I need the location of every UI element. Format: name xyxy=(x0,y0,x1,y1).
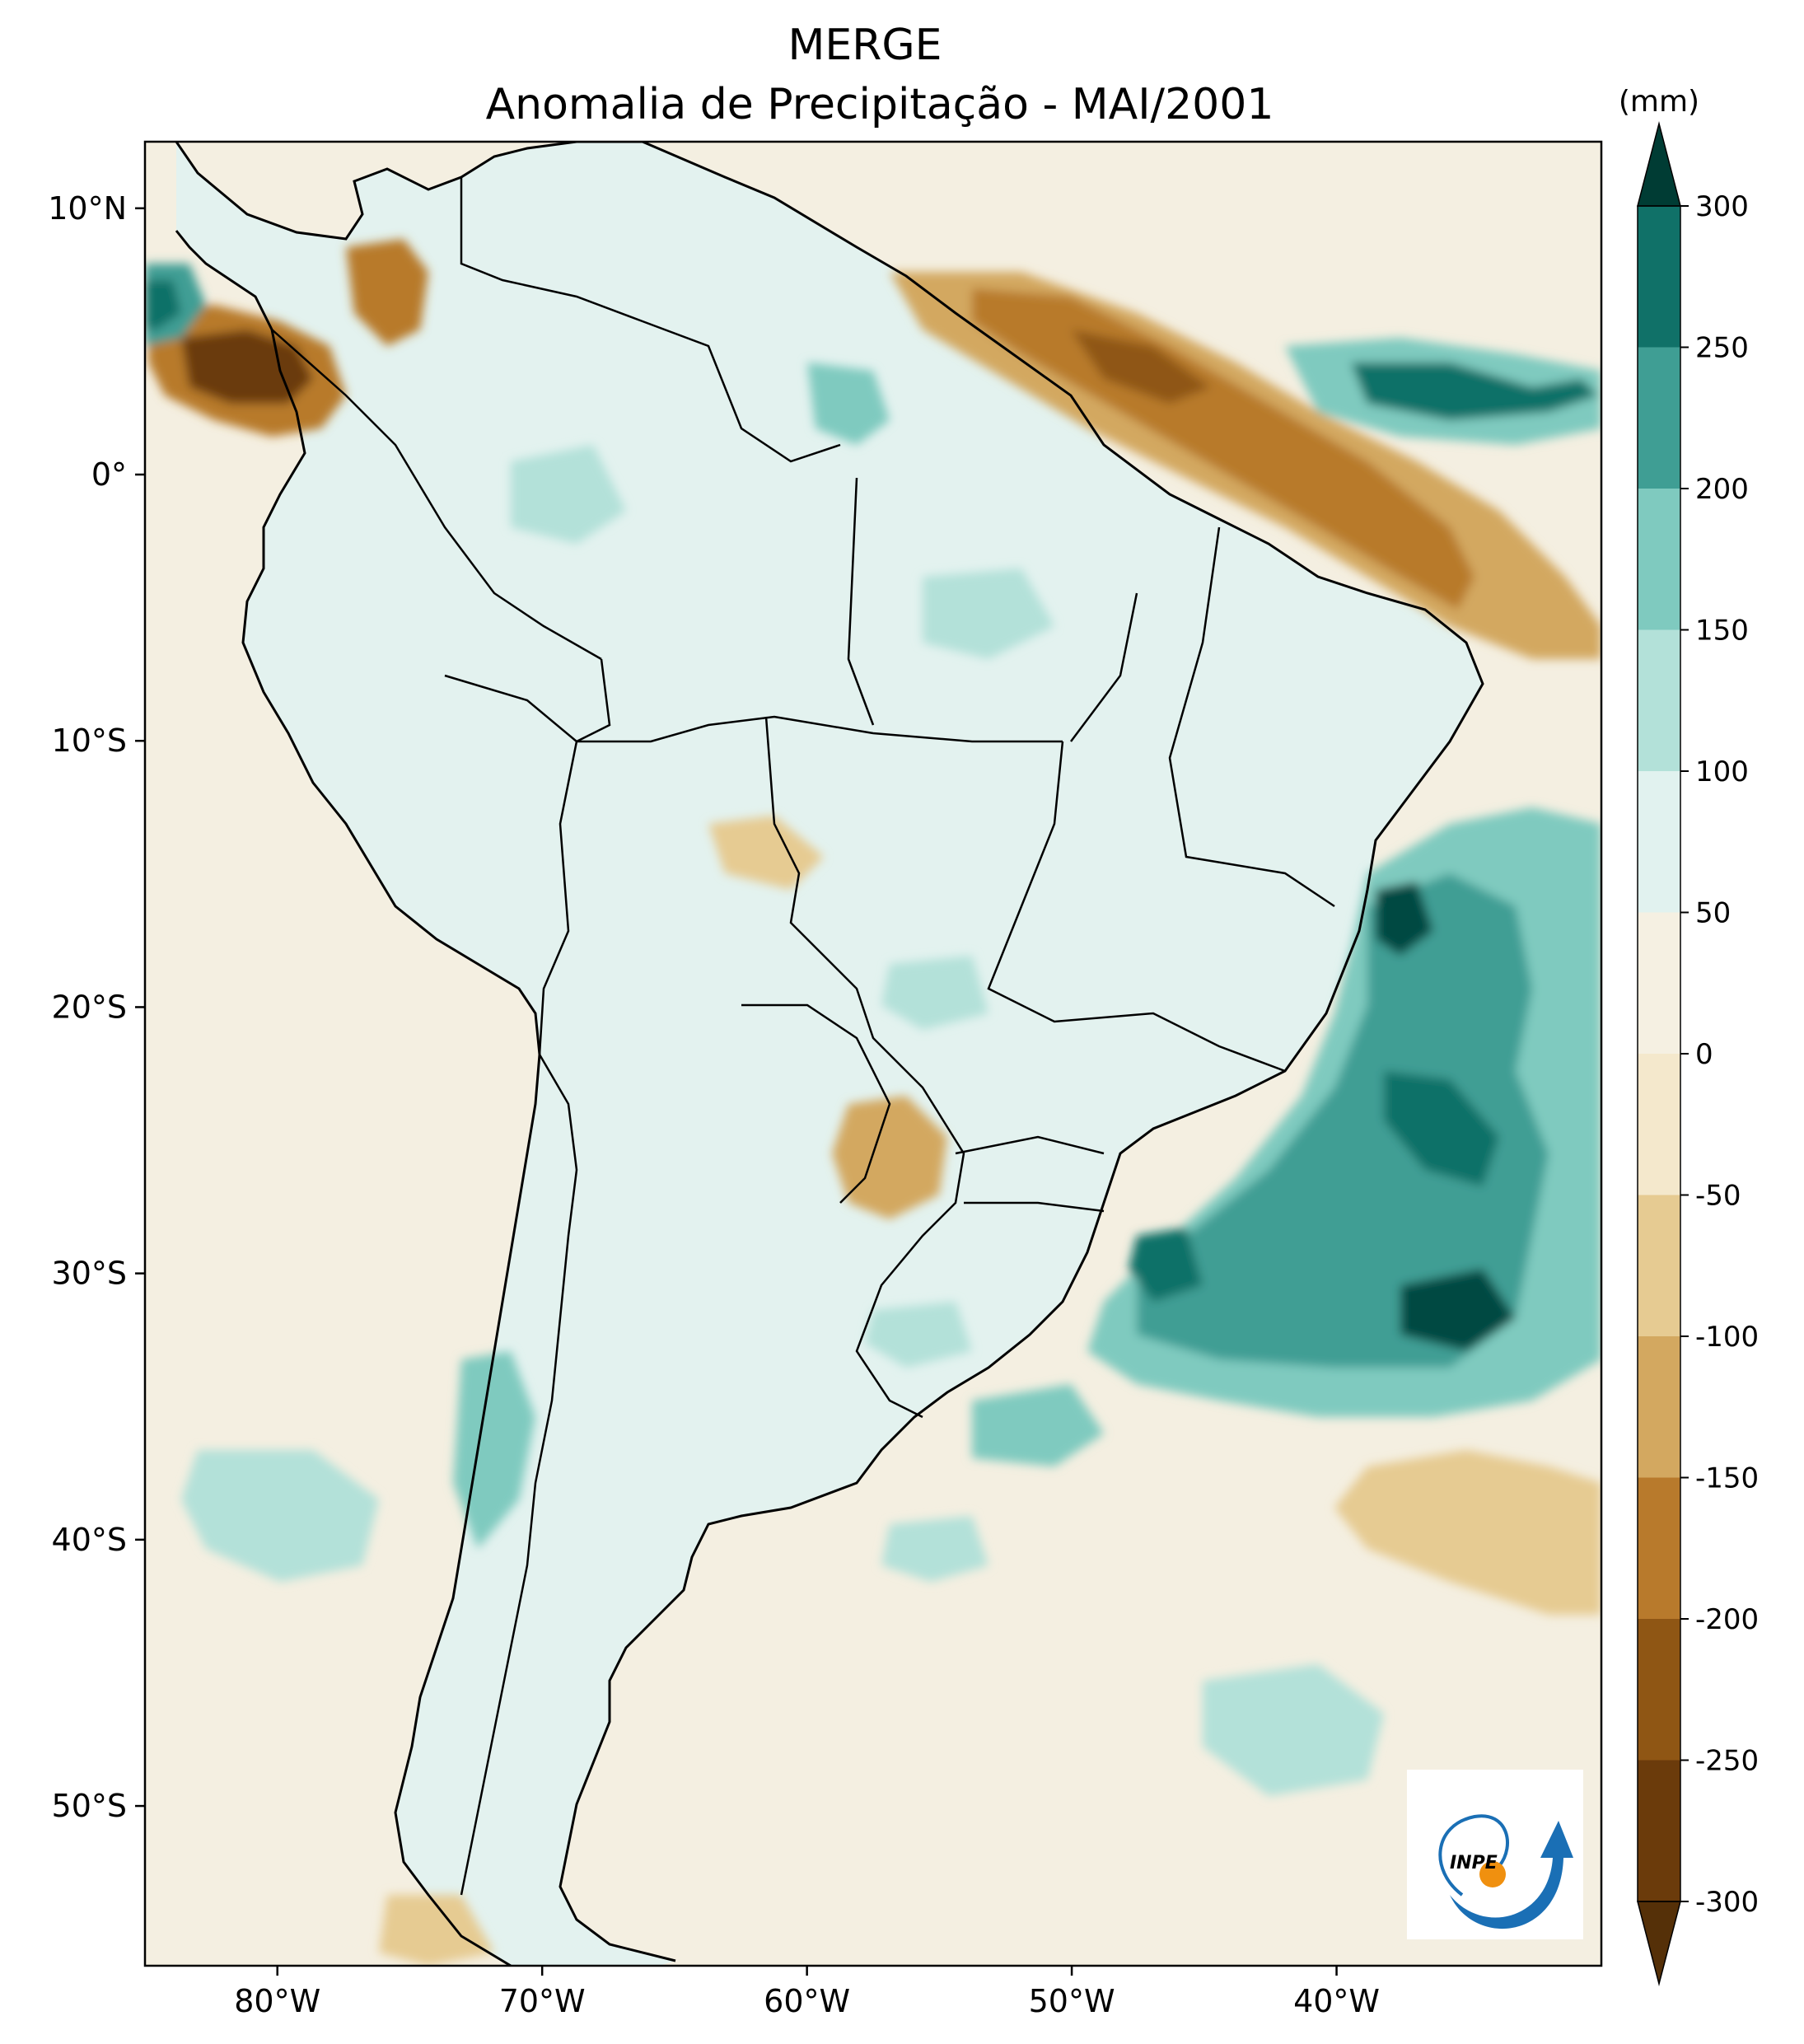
border-brazil-states-5 xyxy=(955,1135,1105,1155)
colorbar-tick-label: -300 xyxy=(1695,1886,1759,1919)
colorbar-bin xyxy=(1638,347,1680,489)
border-peru-ecuador xyxy=(271,329,602,661)
colorbar-bins xyxy=(1638,206,1680,1901)
map-frame xyxy=(143,140,1603,1967)
colorbar-bin xyxy=(1638,206,1680,348)
anomaly-negative-southern-chile xyxy=(379,1895,494,1966)
anomaly-positive-se-atlantic-core-4 xyxy=(1129,1228,1203,1302)
colorbar: (mm) -300 -250 -200 -150 -100 -50 0 50 100 150 200… xyxy=(1619,85,1759,1986)
x-axis: 80°W 70°W 60°W 50°W 40°W xyxy=(234,1966,1380,2019)
coastline xyxy=(175,142,1484,1962)
border-brazil-states-2 xyxy=(987,741,1286,1073)
x-tick-label: 60°W xyxy=(764,1983,850,2019)
anomaly-positive-amazon-2 xyxy=(923,568,1054,659)
colorbar-tick-label: 200 xyxy=(1695,473,1749,506)
colorbar-bin xyxy=(1638,1760,1680,1901)
anomaly-positive-south-atlantic-patch xyxy=(972,1384,1104,1466)
colorbar-bin xyxy=(1638,629,1680,771)
border-argentina-chile xyxy=(460,1054,578,1896)
border-andes xyxy=(538,658,611,1055)
anomaly-positive-southern-chile xyxy=(453,1351,535,1549)
anomaly-positive-atlantic-equatorial-core xyxy=(1351,362,1598,420)
y-tick-label: 40°S xyxy=(52,1522,127,1558)
colorbar-tick-label: 100 xyxy=(1695,755,1749,788)
anomaly-positive-mato-grosso xyxy=(881,956,988,1030)
anomaly-negative-south-atlantic xyxy=(1334,1450,1601,1615)
logo-text: INPE xyxy=(1450,1853,1498,1873)
title-line-2: Anomalia de Precipitação - MAI/2001 xyxy=(486,80,1274,129)
y-tick-label: 50°S xyxy=(52,1788,127,1824)
anomaly-positive-pacific-south xyxy=(181,1450,379,1582)
anomaly-positive-south-pacific-far xyxy=(1203,1664,1384,1796)
border-colombia-venezuela xyxy=(460,177,841,463)
colorbar-bin xyxy=(1638,912,1680,1054)
colorbar-under-arrow xyxy=(1637,1901,1681,1986)
logo-sun-icon xyxy=(1479,1861,1506,1887)
border-brazil-states-4 xyxy=(1168,526,1335,908)
colorbar-labels: -300 -250 -200 -150 -100 -50 0 50 100 150 200 250 30… xyxy=(1680,190,1759,1919)
colorbar-tick-label: 150 xyxy=(1695,615,1749,648)
colorbar-over-arrow xyxy=(1637,121,1681,207)
x-tick-label: 50°W xyxy=(1029,1983,1115,2019)
colorbar-bin xyxy=(1638,771,1680,913)
border-brazil-states-6 xyxy=(964,1201,1105,1213)
y-axis: 10°N 0° 10°S 20°S 30°S 40°S 50°S xyxy=(48,190,145,1824)
border-brazil-states-3 xyxy=(1070,592,1138,742)
anomaly-positive-pacific-colombia-core xyxy=(145,280,181,330)
y-tick-label: 30°S xyxy=(52,1256,127,1292)
anomaly-negative-colombia-north xyxy=(346,239,428,346)
anomaly-positive-se-atlantic-mid xyxy=(1137,873,1549,1368)
anomaly-positive-se-atlantic-core-3 xyxy=(1400,1269,1516,1351)
political-borders xyxy=(271,177,1335,1896)
y-tick-label: 0° xyxy=(91,456,127,493)
anomaly-positive-se-atlantic-core-2 xyxy=(1384,1071,1499,1186)
x-tick-label: 70°W xyxy=(499,1983,586,2019)
colorbar-tick-label: 0 xyxy=(1695,1038,1713,1071)
border-paraguay xyxy=(741,1003,891,1204)
anomaly-negative-atlantic-deep xyxy=(1071,330,1211,404)
x-tick-label: 40°W xyxy=(1293,1983,1380,2019)
colorbar-tick-label: 300 xyxy=(1695,190,1749,223)
colorbar-tick-label: -200 xyxy=(1695,1603,1759,1636)
y-tick-label: 20°S xyxy=(52,989,127,1025)
colorbar-tick-label: -50 xyxy=(1695,1180,1741,1213)
y-tick-label: 10°N xyxy=(48,190,127,227)
anomaly-positive-argentine-sea xyxy=(881,1516,988,1582)
anomaly-positive-guianas xyxy=(807,362,890,445)
logo-orbit-icon xyxy=(1438,1814,1509,1897)
inpe-logo: INPE xyxy=(1407,1770,1583,1939)
colorbar-bin xyxy=(1638,1336,1680,1478)
y-tick-label: 10°S xyxy=(52,723,127,759)
colorbar-bin xyxy=(1638,489,1680,630)
border-brazil-states-1 xyxy=(847,477,875,726)
colorbar-bin xyxy=(1638,1477,1680,1619)
anomaly-positive-se-atlantic-core-1 xyxy=(1376,882,1433,956)
colorbar-tick-label: 250 xyxy=(1695,332,1749,365)
colorbar-tick-label: -100 xyxy=(1695,1321,1759,1354)
colorbar-bin xyxy=(1638,1619,1680,1761)
coastline-west xyxy=(175,230,541,1966)
anomaly-positive-amazon-1 xyxy=(511,445,626,544)
colorbar-bin xyxy=(1638,1195,1680,1336)
anomaly-negative-paraguay xyxy=(832,1096,947,1219)
border-amazon xyxy=(444,674,1063,743)
colorbar-bin xyxy=(1638,1054,1680,1195)
map-panel xyxy=(145,142,1601,1966)
anomaly-positive-uruguay xyxy=(865,1302,972,1368)
colorbar-tick-label: -250 xyxy=(1695,1745,1759,1778)
anomaly-negative-colombia-core xyxy=(181,330,313,404)
precipitation-anomaly-field xyxy=(145,239,1601,1966)
x-tick-label: 80°W xyxy=(234,1983,320,2019)
colorbar-unit-label: (mm) xyxy=(1619,85,1699,119)
border-brazil-west xyxy=(764,716,965,1419)
logo-swoosh-icon xyxy=(1450,1821,1573,1929)
title-line-1: MERGE xyxy=(787,21,942,70)
colorbar-tick-label: -150 xyxy=(1695,1462,1759,1495)
anomaly-negative-bolivia xyxy=(708,816,824,890)
colorbar-tick-label: 50 xyxy=(1695,897,1731,930)
